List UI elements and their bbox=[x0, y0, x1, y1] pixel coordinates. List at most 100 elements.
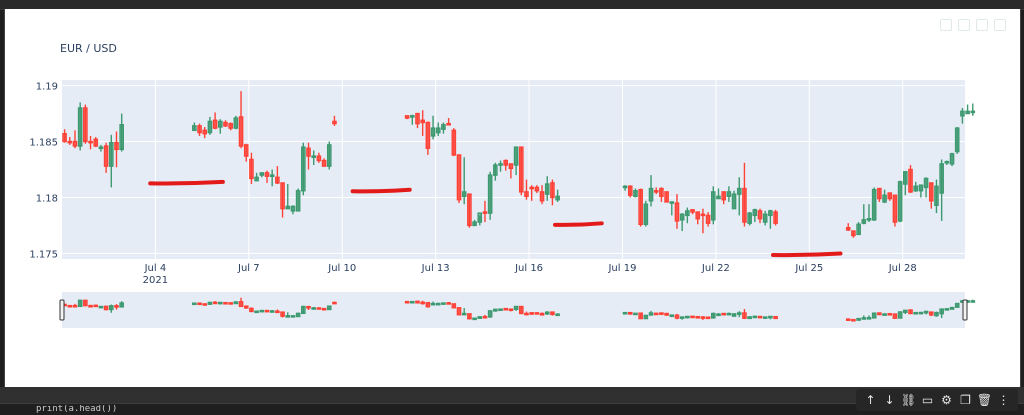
candle[interactable] bbox=[768, 209, 773, 229]
candle[interactable] bbox=[954, 126, 960, 154]
candle[interactable] bbox=[524, 179, 529, 200]
candle[interactable] bbox=[518, 146, 524, 196]
candle[interactable] bbox=[887, 312, 893, 316]
candle[interactable] bbox=[773, 315, 778, 320]
candle[interactable] bbox=[192, 122, 197, 132]
candle[interactable] bbox=[451, 128, 457, 157]
candle[interactable] bbox=[669, 314, 675, 318]
link-icon[interactable]: ⛓ bbox=[900, 393, 917, 407]
candle[interactable] bbox=[487, 310, 493, 318]
candle[interactable] bbox=[679, 213, 685, 232]
candle[interactable] bbox=[415, 112, 420, 129]
candle[interactable] bbox=[871, 312, 877, 319]
candle[interactable] bbox=[425, 301, 431, 308]
candle[interactable] bbox=[550, 179, 555, 206]
candle[interactable] bbox=[493, 308, 498, 312]
candle[interactable] bbox=[249, 307, 254, 313]
candle[interactable] bbox=[409, 114, 415, 125]
code-line[interactable]: print(a.head()) bbox=[36, 405, 118, 414]
candle[interactable] bbox=[233, 301, 239, 305]
candle[interactable] bbox=[456, 307, 462, 316]
candle[interactable] bbox=[441, 122, 446, 134]
candle[interactable] bbox=[731, 313, 737, 317]
candle[interactable] bbox=[77, 102, 83, 151]
arrow-up-icon[interactable]: ↑ bbox=[865, 393, 876, 407]
candle[interactable] bbox=[970, 103, 976, 116]
candle[interactable] bbox=[202, 126, 208, 139]
candle[interactable] bbox=[908, 165, 913, 193]
candle[interactable] bbox=[295, 312, 301, 318]
candle[interactable] bbox=[477, 316, 483, 319]
candle[interactable] bbox=[513, 305, 519, 311]
candle[interactable] bbox=[752, 315, 758, 319]
candle[interactable] bbox=[207, 116, 213, 135]
candle[interactable] bbox=[918, 184, 924, 198]
candle[interactable] bbox=[742, 308, 747, 319]
candle[interactable] bbox=[638, 188, 643, 227]
candle[interactable] bbox=[513, 146, 519, 176]
candle[interactable] bbox=[508, 308, 514, 312]
candle[interactable] bbox=[710, 186, 716, 225]
candle[interactable] bbox=[742, 162, 747, 227]
candle[interactable] bbox=[960, 107, 965, 124]
candle[interactable] bbox=[721, 191, 726, 205]
candle[interactable] bbox=[705, 316, 711, 320]
candle[interactable] bbox=[913, 311, 919, 315]
candle[interactable] bbox=[923, 310, 929, 315]
candle[interactable] bbox=[420, 110, 425, 136]
candle[interactable] bbox=[404, 300, 410, 304]
candle[interactable] bbox=[223, 120, 228, 127]
candle[interactable] bbox=[695, 315, 701, 319]
candle[interactable] bbox=[197, 302, 202, 306]
candle[interactable] bbox=[425, 121, 431, 155]
candle[interactable] bbox=[477, 212, 483, 226]
candle[interactable] bbox=[882, 189, 887, 204]
candle[interactable] bbox=[928, 182, 934, 209]
candle[interactable] bbox=[659, 312, 664, 316]
candle[interactable] bbox=[228, 122, 233, 131]
candle[interactable] bbox=[332, 115, 337, 126]
candle[interactable] bbox=[643, 314, 649, 320]
candle[interactable] bbox=[332, 301, 337, 305]
candle[interactable] bbox=[674, 313, 680, 320]
candle[interactable] bbox=[934, 311, 939, 317]
candle[interactable] bbox=[550, 311, 555, 316]
candle[interactable] bbox=[669, 201, 675, 216]
candle[interactable] bbox=[716, 312, 721, 317]
plot-area[interactable] bbox=[62, 80, 965, 259]
candle[interactable] bbox=[897, 311, 903, 319]
candle[interactable] bbox=[249, 152, 254, 185]
candle[interactable] bbox=[508, 163, 514, 179]
candle[interactable] bbox=[710, 312, 716, 319]
candle[interactable] bbox=[212, 301, 218, 305]
candle[interactable] bbox=[622, 185, 628, 191]
candle[interactable] bbox=[856, 317, 861, 321]
candle[interactable] bbox=[534, 185, 540, 193]
candle[interactable] bbox=[762, 210, 768, 226]
reset-axes-icon[interactable] bbox=[976, 19, 988, 31]
candle[interactable] bbox=[503, 307, 509, 311]
candle[interactable] bbox=[108, 134, 114, 188]
candle[interactable] bbox=[664, 191, 669, 203]
candle[interactable] bbox=[295, 188, 301, 212]
candle[interactable] bbox=[275, 309, 280, 314]
candle[interactable] bbox=[882, 313, 887, 316]
candle[interactable] bbox=[736, 177, 742, 216]
candle[interactable] bbox=[259, 172, 265, 178]
candle[interactable] bbox=[461, 308, 467, 316]
candle[interactable] bbox=[648, 310, 654, 316]
candle[interactable] bbox=[518, 305, 524, 315]
candle[interactable] bbox=[555, 189, 560, 202]
range-handle-left[interactable] bbox=[59, 299, 65, 321]
candle[interactable] bbox=[254, 310, 259, 314]
candle[interactable] bbox=[949, 152, 955, 167]
candle[interactable] bbox=[845, 318, 851, 322]
candle[interactable] bbox=[311, 150, 317, 166]
pan-icon[interactable] bbox=[958, 19, 970, 31]
candle[interactable] bbox=[404, 115, 410, 120]
candle[interactable] bbox=[264, 309, 270, 313]
range-slider[interactable] bbox=[62, 292, 965, 328]
candle[interactable] bbox=[93, 304, 99, 308]
candle[interactable] bbox=[311, 307, 317, 310]
candle[interactable] bbox=[83, 104, 88, 144]
